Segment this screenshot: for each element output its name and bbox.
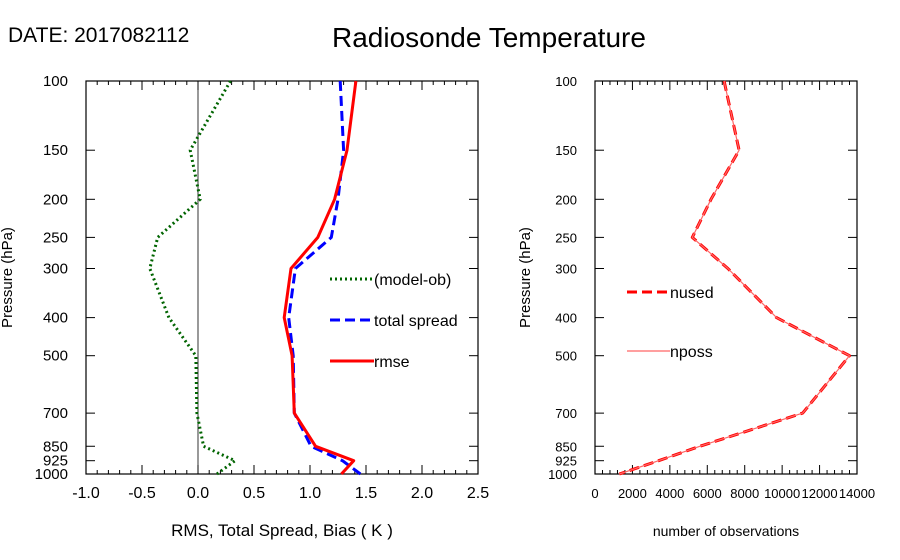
left-y-tick-label: 850	[43, 438, 68, 455]
left-x-tick-label: 2.0	[411, 485, 433, 502]
right-y-tick-label: 100	[555, 74, 577, 89]
left-y-axis-label: Pressure (hPa)	[0, 227, 16, 328]
right-y-tick-label: 300	[555, 262, 577, 277]
left-x-axis-label: RMS, Total Spread, Bias ( K )	[171, 521, 393, 540]
left-y-tick-label: 400	[43, 310, 68, 327]
right-y-tick-label: 1000	[548, 467, 577, 482]
left-legend-label-total-spread: total spread	[374, 313, 458, 330]
right-legend-label-nused: nused	[670, 285, 714, 302]
left-y-tick-label: 925	[43, 453, 68, 470]
left-y-tick-label: 500	[43, 348, 68, 365]
date-label: DATE: 2017082112	[8, 24, 190, 47]
left-series-rmse	[282, 80, 358, 476]
right-x-tick-label: 2000	[618, 486, 647, 501]
right-x-tick-label: 12000	[801, 486, 837, 501]
left-y-tick-label: 100	[43, 73, 68, 90]
left-legend-label-model-ob: (model-ob)	[374, 272, 451, 289]
left-legend-label-rmse: rmse	[374, 354, 410, 371]
left-y-tick-label: 150	[43, 142, 68, 159]
right-x-axis-label: number of observations	[653, 523, 799, 539]
right-series-nposs	[619, 80, 851, 475]
left-x-tick-label: 1.0	[299, 485, 321, 502]
right-x-tick-label: 10000	[764, 486, 800, 501]
right-legend-label-nposs: nposs	[670, 344, 713, 361]
left-x-tick-label: 0.5	[243, 485, 265, 502]
right-y-tick-label: 925	[555, 454, 577, 469]
right-y-tick-label: 700	[555, 406, 577, 421]
right-x-tick-label: 6000	[693, 486, 722, 501]
right-series-nused	[618, 80, 851, 476]
left-plot-frame	[85, 80, 479, 475]
chart-title: Radiosonde Temperature	[332, 22, 646, 53]
left-x-tick-label: 2.5	[467, 485, 489, 502]
left-y-tick-label: 250	[43, 229, 68, 246]
right-y-tick-label: 200	[555, 192, 577, 207]
left-y-tick-label: 200	[43, 191, 68, 208]
right-x-tick-label: 8000	[730, 486, 759, 501]
left-series-model-ob	[148, 80, 237, 476]
right-plot-frame	[594, 80, 858, 475]
left-x-tick-label: -0.5	[128, 485, 156, 502]
left-series-total-spread	[287, 80, 362, 476]
right-x-tick-label: 14000	[839, 486, 875, 501]
right-y-tick-label: 400	[555, 311, 577, 326]
right-y-axis-label: Pressure (hPa)	[517, 227, 534, 328]
right-x-tick-label: 4000	[655, 486, 684, 501]
right-y-tick-label: 150	[555, 143, 577, 158]
right-y-tick-label: 500	[555, 349, 577, 364]
right-y-tick-label: 850	[555, 439, 577, 454]
right-y-tick-label: 250	[555, 230, 577, 245]
left-y-tick-label: 300	[43, 261, 68, 278]
left-y-tick-label: 700	[43, 405, 68, 422]
left-x-tick-label: 1.5	[355, 485, 377, 502]
right-x-tick-label: 0	[591, 486, 598, 501]
left-x-tick-label: -1.0	[72, 485, 100, 502]
left-x-tick-label: 0.0	[187, 485, 209, 502]
left-y-tick-label: 1000	[35, 466, 68, 483]
